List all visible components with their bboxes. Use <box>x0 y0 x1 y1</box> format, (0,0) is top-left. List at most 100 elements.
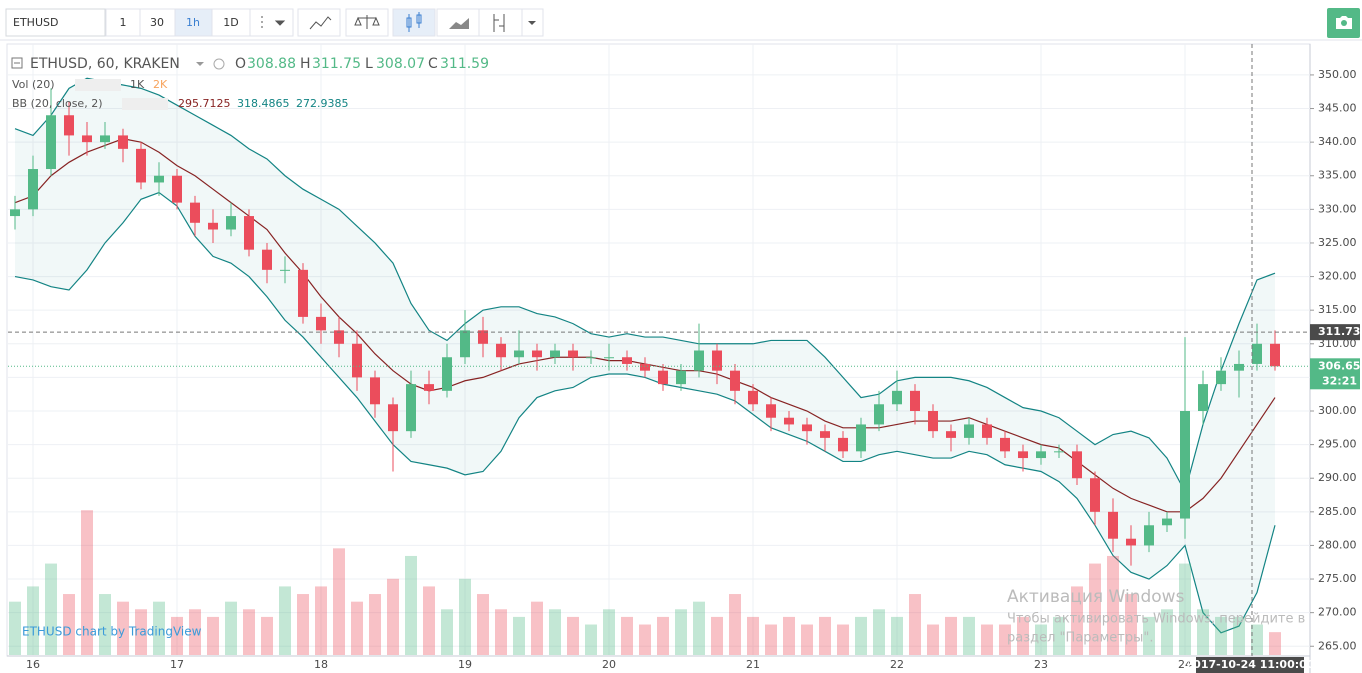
candle-body <box>820 431 830 438</box>
candle-body <box>1270 343 1280 367</box>
y-tick-label: 280.00 <box>1318 538 1357 551</box>
interval-30[interactable]: 30 <box>150 16 164 29</box>
volume-bar <box>585 624 597 655</box>
volume-bar <box>423 586 435 655</box>
candle-body <box>550 350 560 358</box>
volume-bar <box>711 616 723 655</box>
interval-btn[interactable] <box>139 8 176 37</box>
interval-menu[interactable] <box>249 8 294 37</box>
candle-body <box>172 175 182 203</box>
y-tick-label: 290.00 <box>1318 471 1357 484</box>
candle-body <box>874 404 884 425</box>
candle-body <box>802 424 812 432</box>
close-label: C <box>428 56 438 72</box>
y-tick-label: 350.00 <box>1318 68 1357 81</box>
volume-bar <box>387 578 399 655</box>
more-icon <box>528 21 536 25</box>
interval-1h[interactable]: 1h <box>186 16 200 29</box>
y-tick-label: 325.00 <box>1318 236 1357 249</box>
volume-bar <box>1233 616 1245 655</box>
bb-upper-value: 318.4865 <box>237 97 290 110</box>
volume-bar <box>1179 563 1191 655</box>
candle-body <box>514 350 524 358</box>
candle-body <box>1108 511 1118 539</box>
candle-body <box>1252 343 1262 364</box>
candle-body <box>28 169 38 210</box>
x-tick-label: 21 <box>746 658 760 671</box>
area-icon <box>449 18 469 29</box>
volume-bar <box>981 624 993 655</box>
symbol-input[interactable]: ETHUSD <box>13 16 58 29</box>
replay-icon <box>493 14 505 32</box>
volume-bar <box>369 594 381 655</box>
volume-title: Vol (20) <box>12 78 55 91</box>
volume-bar <box>927 624 939 655</box>
candle-body <box>1018 451 1028 459</box>
bb-title: BB (20, close, 2) <box>12 97 103 110</box>
indicators-btn[interactable] <box>297 8 341 37</box>
candle-body <box>10 209 20 217</box>
volume-bar <box>675 609 687 655</box>
interval-1[interactable]: 1 <box>120 16 127 29</box>
replay-btn[interactable] <box>478 8 523 37</box>
candle-body <box>676 370 686 385</box>
bb-controls[interactable] <box>122 98 168 110</box>
volume-bar <box>999 624 1011 655</box>
volume-bar <box>621 616 633 655</box>
candle-body <box>982 424 992 438</box>
watermark[interactable]: ETHUSD chart by TradingView <box>22 625 202 639</box>
candle-body <box>280 269 290 271</box>
candle-body <box>928 411 938 432</box>
candle-body <box>946 431 956 438</box>
crosshair-time-box <box>1196 657 1304 673</box>
volume-bar <box>1269 632 1281 655</box>
volume-bar <box>477 594 489 655</box>
eye-icon <box>213 58 225 70</box>
volume-bar <box>891 616 903 655</box>
candle-body <box>460 330 470 358</box>
x-tick-label: 18 <box>314 658 328 671</box>
volume-bar <box>1197 609 1209 655</box>
volume-bar <box>117 601 129 655</box>
area-btn[interactable] <box>436 8 480 37</box>
open-label: O <box>235 56 246 72</box>
interval-1d[interactable]: 1D <box>223 16 238 29</box>
y-tick-label: 330.00 <box>1318 202 1357 215</box>
volume-bar <box>81 510 93 655</box>
candle-body <box>1090 478 1100 512</box>
candle-body <box>424 384 434 391</box>
os-activation-text: раздел "Параметры". <box>1007 631 1154 646</box>
interval-btn[interactable] <box>105 8 141 37</box>
interval-btn-active[interactable] <box>174 8 213 37</box>
band-fill <box>15 78 1275 633</box>
menu-icon <box>261 16 286 28</box>
volume-bar <box>855 616 867 655</box>
candle-body <box>1198 384 1208 412</box>
candle-body <box>208 222 218 230</box>
candle-body <box>334 330 344 344</box>
candle-body <box>298 269 308 317</box>
volume-bar <box>441 609 453 655</box>
y-tick-label: 285.00 <box>1318 505 1357 518</box>
candle-body <box>586 357 596 359</box>
bb-basis-value: 295.7125 <box>178 97 231 110</box>
volume-bar <box>405 555 417 655</box>
bb-upper <box>14 77 1276 494</box>
candle-body <box>766 404 776 418</box>
price-labels: 311.73 306.65 32:21 <box>8 324 1360 390</box>
candle-body <box>226 216 236 230</box>
symbol-box[interactable] <box>5 8 106 37</box>
volume-bar <box>747 616 759 655</box>
x-tick-label: 20 <box>602 658 616 671</box>
y-tick-label: 270.00 <box>1318 606 1357 619</box>
volume-controls[interactable] <box>75 79 121 91</box>
candle-body <box>406 384 416 432</box>
candle-body <box>1162 518 1172 526</box>
candles-btn[interactable] <box>392 8 436 37</box>
volume-bar <box>279 586 291 655</box>
volume-bar <box>225 601 237 655</box>
candle-body <box>712 350 722 371</box>
volume-bar <box>207 616 219 655</box>
volume-bar <box>9 601 21 655</box>
